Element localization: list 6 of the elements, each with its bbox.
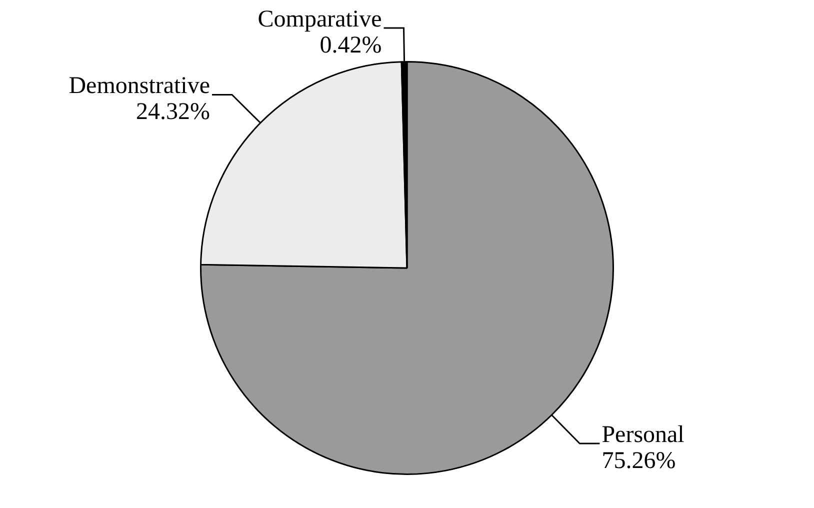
slice-label: Comparative	[258, 6, 382, 32]
data-label: 24.32%	[136, 99, 210, 126]
data-label: 75.26%	[602, 448, 676, 474]
data-label: 0.42%	[320, 32, 382, 58]
slice-label: Demonstrative	[68, 73, 210, 100]
slice-label: Personal	[602, 422, 685, 448]
